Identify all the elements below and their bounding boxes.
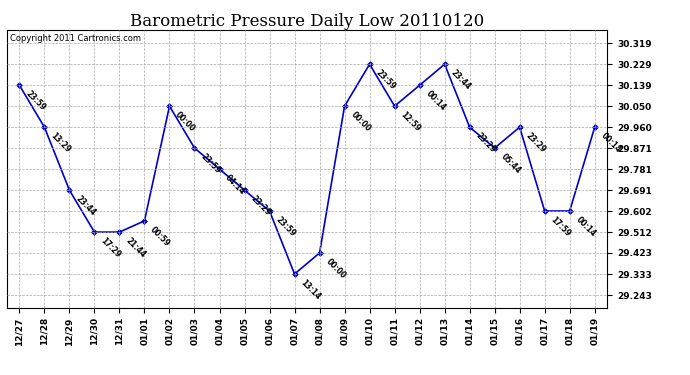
Text: 00:00: 00:00 (348, 110, 372, 134)
Text: 00:14: 00:14 (424, 89, 447, 113)
Text: 00:59: 00:59 (148, 225, 172, 248)
Text: 23:29: 23:29 (474, 131, 497, 155)
Text: 23:59: 23:59 (274, 215, 297, 238)
Text: 23:29: 23:29 (248, 194, 272, 218)
Text: 21:44: 21:44 (124, 236, 147, 260)
Text: 23:59: 23:59 (23, 89, 47, 113)
Text: 04:14: 04:14 (224, 173, 247, 197)
Text: 13:14: 13:14 (299, 278, 322, 302)
Text: 13:29: 13:29 (48, 131, 72, 155)
Text: 05:44: 05:44 (499, 152, 522, 176)
Title: Barometric Pressure Daily Low 20110120: Barometric Pressure Daily Low 20110120 (130, 13, 484, 30)
Text: 00:14: 00:14 (574, 215, 598, 238)
Text: 00:14: 00:14 (599, 131, 622, 155)
Text: 23:59: 23:59 (374, 68, 397, 92)
Text: 17:29: 17:29 (99, 236, 122, 260)
Text: 12:59: 12:59 (399, 110, 422, 134)
Text: 23:44: 23:44 (448, 68, 472, 92)
Text: 23:29: 23:29 (524, 131, 547, 155)
Text: 23:44: 23:44 (74, 194, 97, 218)
Text: Copyright 2011 Cartronics.com: Copyright 2011 Cartronics.com (10, 34, 141, 43)
Text: 23:59: 23:59 (199, 152, 222, 176)
Text: 00:00: 00:00 (324, 257, 347, 280)
Text: 00:00: 00:00 (174, 110, 197, 134)
Text: 17:59: 17:59 (549, 215, 572, 238)
